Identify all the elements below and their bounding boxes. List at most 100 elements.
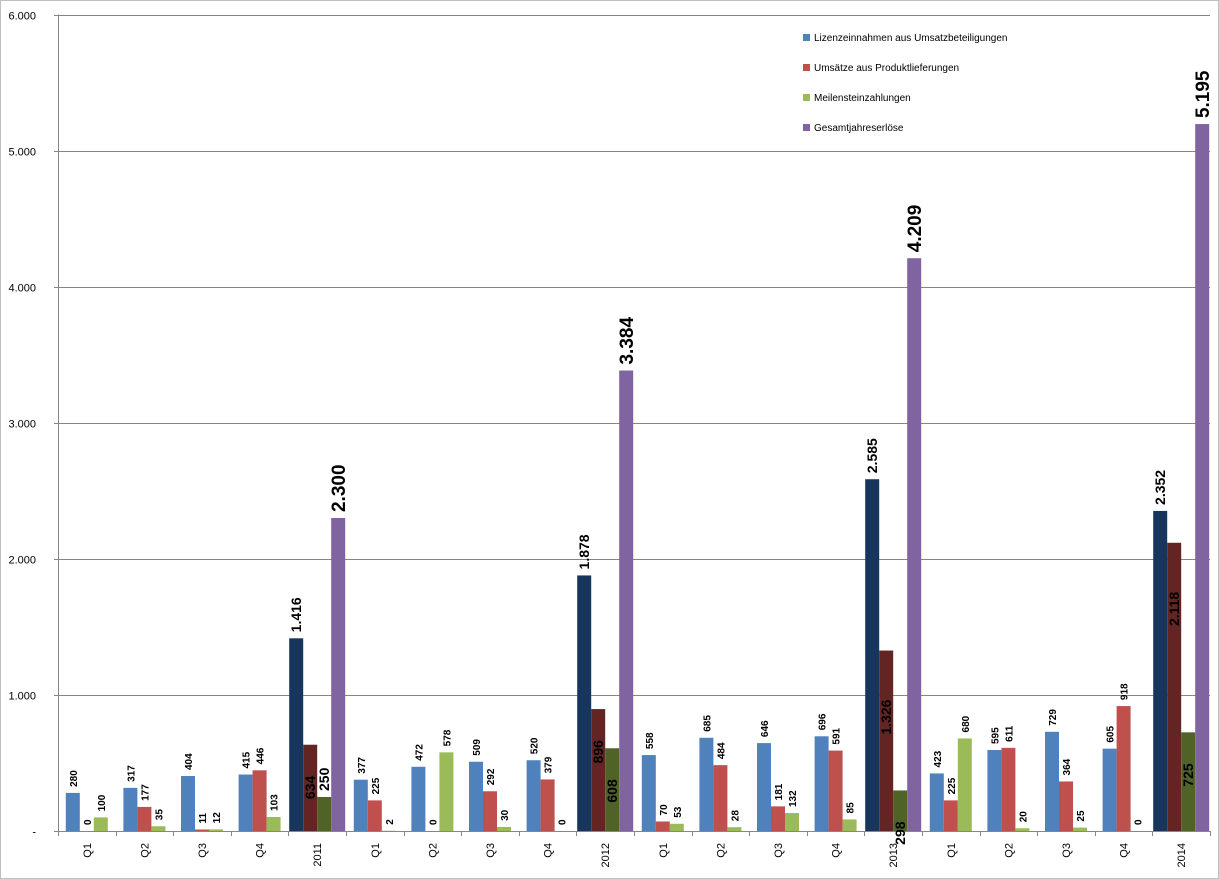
quarter-bar-1 — [814, 736, 829, 831]
data-label: 404 — [184, 753, 195, 770]
quarter-bar-1 — [411, 766, 426, 831]
data-label: 558 — [645, 732, 656, 749]
x-category-label: Q4 — [1119, 843, 1131, 858]
data-label: 225 — [947, 777, 958, 794]
x-category-label: Q1 — [946, 843, 958, 858]
quarter-bar-3 — [497, 826, 511, 831]
quarter-bar-3 — [1015, 828, 1030, 831]
legend-label: Lizenzeinnahmen aus Umsatzbeteiligungen — [814, 33, 1007, 44]
data-label: 918 — [1120, 683, 1131, 700]
annual-bar-4 — [619, 370, 634, 831]
data-label: 85 — [846, 802, 857, 814]
legend-label: Umsätze aus Produktlieferungen — [814, 63, 959, 74]
y-tick-label: 1.000 — [8, 691, 36, 703]
data-label: 896 — [590, 740, 606, 764]
quarter-bar-2 — [713, 765, 728, 831]
y-tick-label: - — [32, 827, 36, 839]
x-category-label: 2013 — [888, 843, 900, 867]
quarter-bar-1 — [469, 761, 483, 831]
data-label: 2 — [385, 819, 396, 825]
data-label: 4.209 — [905, 205, 926, 253]
quarter-bar-3 — [151, 826, 166, 831]
quarter-bar-3 — [1073, 827, 1087, 831]
data-label: 0 — [558, 819, 569, 825]
data-label: 472 — [414, 744, 425, 761]
quarter-bar-2 — [1116, 706, 1131, 831]
data-label: 225 — [371, 777, 382, 794]
quarter-bar-2 — [1059, 781, 1073, 831]
data-label: 70 — [659, 804, 670, 816]
quarter-bar-2 — [483, 791, 497, 831]
annual-bar-2 — [303, 744, 318, 831]
data-label: 292 — [486, 768, 497, 785]
data-label: 634 — [302, 776, 318, 800]
quarter-bar-1 — [641, 755, 656, 831]
data-label: 725 — [1180, 763, 1196, 787]
data-label: 53 — [673, 806, 684, 818]
data-label: 1.416 — [288, 597, 304, 632]
data-label: 446 — [256, 747, 267, 764]
x-category-label: Q2 — [139, 843, 151, 858]
quarter-bar-2 — [771, 806, 785, 831]
data-label: 2.118 — [1166, 592, 1182, 626]
annual-bar-4 — [1195, 124, 1210, 832]
data-label: 28 — [730, 810, 741, 822]
quarter-bar-2 — [828, 750, 843, 831]
legend-swatch — [803, 64, 810, 71]
x-category-label: Q1 — [370, 843, 382, 858]
quarter-bar-3 — [727, 827, 742, 831]
annual-bar-1 — [577, 575, 592, 831]
quarter-bar-3 — [93, 817, 108, 831]
data-label: 103 — [270, 794, 281, 811]
y-tick-label: 4.000 — [8, 283, 36, 295]
x-category-label: 2012 — [600, 843, 612, 867]
x-category-label: Q4 — [831, 843, 843, 858]
data-label: 181 — [774, 783, 785, 800]
data-label: 423 — [933, 750, 944, 767]
quarter-bar-3 — [209, 829, 223, 831]
annual-bar-4 — [331, 518, 346, 831]
y-tick-label: 2.000 — [8, 555, 36, 567]
quarter-bar-3 — [957, 738, 972, 831]
x-category-label: 2011 — [312, 843, 324, 867]
legend-swatch — [803, 124, 810, 131]
data-label: 484 — [716, 742, 727, 759]
quarter-bar-1 — [238, 774, 253, 831]
quarter-bar-2 — [1001, 747, 1016, 831]
data-label: 298 — [892, 821, 908, 845]
quarter-bar-1 — [526, 760, 541, 831]
annual-bar-2 — [591, 709, 606, 831]
annual-bar-4 — [907, 258, 922, 832]
data-label: 250 — [316, 767, 332, 791]
annual-bar-3 — [1181, 732, 1196, 831]
quarter-bar-1 — [181, 776, 195, 831]
data-label: 509 — [472, 739, 483, 756]
x-category-label: Q3 — [197, 843, 209, 858]
x-category-label: Q3 — [485, 843, 497, 858]
data-label: 132 — [788, 790, 799, 807]
data-label: 729 — [1048, 709, 1059, 726]
quarter-bar-2 — [540, 779, 555, 831]
data-label: 646 — [760, 720, 771, 737]
data-label: 415 — [242, 751, 253, 768]
legend-swatch — [803, 94, 810, 101]
annual-bar-1 — [865, 479, 880, 831]
y-tick-label: 3.000 — [8, 419, 36, 431]
data-label: 379 — [544, 756, 555, 773]
data-label: 30 — [500, 809, 511, 821]
x-category-label: Q3 — [773, 843, 785, 858]
quarter-bar-1 — [757, 743, 771, 831]
data-label: 377 — [357, 757, 368, 774]
data-label: 611 — [1004, 725, 1015, 742]
data-label: 12 — [212, 812, 223, 824]
data-label: 595 — [990, 727, 1001, 744]
data-label: 100 — [97, 794, 108, 811]
quarter-bar-1 — [353, 779, 368, 831]
x-category-label: Q1 — [82, 843, 94, 858]
data-label: 11 — [198, 812, 209, 823]
data-label: 317 — [126, 765, 137, 782]
data-label: 0 — [428, 819, 439, 825]
data-label: 578 — [442, 729, 453, 746]
